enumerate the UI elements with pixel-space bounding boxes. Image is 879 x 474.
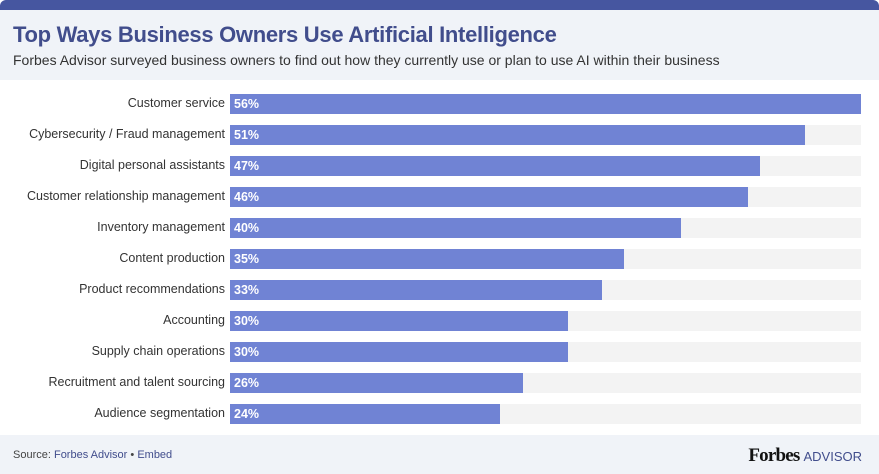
chart-footer: Source: Forbes Advisor • Embed Forbes ADV…	[0, 435, 879, 474]
category-label: Digital personal assistants	[79, 158, 225, 172]
value-label: 40%	[234, 221, 260, 235]
category-label: Content production	[119, 251, 225, 265]
category-label: Inventory management	[97, 220, 225, 234]
bar: 24%	[230, 404, 501, 424]
bar: 35%	[230, 249, 625, 269]
value-label: 26%	[234, 376, 260, 390]
source-link[interactable]: Forbes Advisor	[53, 449, 128, 461]
bar-track: 24%	[230, 404, 861, 424]
bar: 26%	[230, 373, 523, 393]
value-label: 30%	[234, 314, 260, 328]
embed-link[interactable]: Embed	[137, 449, 173, 461]
bar: 30%	[230, 342, 569, 362]
category-label: Supply chain operations	[91, 344, 225, 358]
separator: •	[127, 449, 138, 461]
bar-row: Customer service 56%	[0, 94, 879, 114]
category-label: Customer service	[127, 96, 225, 110]
logo-advisor: ADVISOR	[803, 449, 862, 464]
bar: 51%	[230, 125, 805, 145]
category-label: Recruitment and talent sourcing	[48, 375, 225, 389]
bar: 30%	[230, 311, 569, 331]
chart-header: Top Ways Business Owners Use Artificial …	[0, 10, 879, 80]
source-text: Source: Forbes Advisor • Embed	[13, 449, 172, 461]
value-label: 47%	[234, 159, 260, 173]
bar-track: 26%	[230, 373, 861, 393]
bar: 40%	[230, 218, 681, 238]
value-label: 35%	[234, 252, 260, 266]
category-label: Product recommendations	[79, 282, 225, 296]
bar-row: Accounting 30%	[0, 311, 879, 331]
bar: 56%	[230, 94, 861, 114]
bar-track: 51%	[230, 125, 861, 145]
chart-subtitle: Forbes Advisor surveyed business owners …	[13, 52, 720, 68]
bar-track: 40%	[230, 218, 861, 238]
bar-track: 46%	[230, 187, 861, 207]
logo-forbes: Forbes	[748, 445, 800, 466]
category-label: Customer relationship management	[26, 189, 225, 203]
source-prefix: Source:	[13, 449, 54, 461]
value-label: 24%	[234, 407, 260, 421]
forbes-advisor-logo: Forbes ADVISOR	[748, 445, 862, 467]
value-label: 51%	[234, 128, 260, 142]
bar-row: Cybersecurity / Fraud management 51%	[0, 125, 879, 145]
bar-row: Content production 35%	[0, 249, 879, 269]
bar: 47%	[230, 156, 760, 176]
bar-row: Recruitment and talent sourcing 26%	[0, 373, 879, 393]
bar-row: Product recommendations 33%	[0, 280, 879, 300]
bar-track: 47%	[230, 156, 861, 176]
bar: 46%	[230, 187, 749, 207]
category-label: Audience segmentation	[94, 406, 225, 420]
bar-track: 35%	[230, 249, 861, 269]
category-label: Accounting	[163, 313, 225, 327]
value-label: 30%	[234, 345, 260, 359]
chart-title: Top Ways Business Owners Use Artificial …	[13, 22, 557, 47]
category-label: Cybersecurity / Fraud management	[29, 127, 225, 141]
bar-row: Inventory management 40%	[0, 218, 879, 238]
value-label: 46%	[234, 190, 260, 204]
top-accent-bar	[0, 0, 879, 10]
value-label: 56%	[234, 97, 260, 111]
bar-track: 33%	[230, 280, 861, 300]
bar-row: Digital personal assistants 47%	[0, 156, 879, 176]
bar-track: 30%	[230, 311, 861, 331]
bar-track: 30%	[230, 342, 861, 362]
value-label: 33%	[234, 283, 260, 297]
bar: 33%	[230, 280, 602, 300]
bar-row: Supply chain operations 30%	[0, 342, 879, 362]
bar-track: 56%	[230, 94, 861, 114]
bar-row: Customer relationship management 46%	[0, 187, 879, 207]
bar-row: Audience segmentation 24%	[0, 404, 879, 424]
